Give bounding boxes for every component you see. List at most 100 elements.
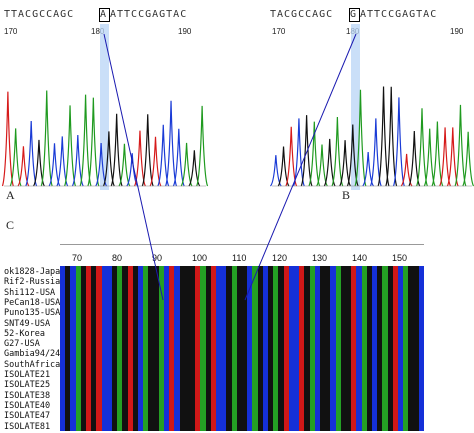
alignment-column	[398, 266, 404, 431]
alignment-row-label: SouthAfrica7	[4, 359, 66, 370]
ruler-tick: 70	[72, 253, 83, 263]
alignment-row-label: Shi112-USA	[4, 287, 56, 298]
panel-a-peak	[87, 97, 100, 187]
alignment-column	[65, 266, 71, 431]
alignment-column	[96, 266, 102, 431]
panel-a-peak	[9, 128, 22, 187]
alignment-column	[351, 266, 357, 431]
panel-a-chromatogram: TTACGCCAGC A ATTCCGAGTAC 170 180 190 A	[0, 0, 210, 202]
alignment-column	[257, 266, 264, 431]
panel-b-seq-right: ATTCCGAGTAC	[360, 9, 438, 20]
alignment-column	[288, 266, 295, 431]
alignment-column	[70, 266, 76, 431]
alignment-ruler: 70 80 90 100 110 120 130 140 150	[60, 244, 424, 267]
alignment-column	[392, 266, 399, 431]
panel-b-seq-left: TACGCCAGC	[270, 9, 334, 20]
alignment-row-label: ISOLATE25	[4, 380, 51, 391]
alignment-row-label: ISOLATE81	[4, 421, 51, 432]
panel-b-peak	[416, 108, 428, 187]
panel-a-label: A	[6, 188, 15, 202]
alignment-column	[148, 266, 154, 431]
alignment-column	[361, 266, 368, 431]
alignment-column	[231, 266, 238, 431]
ruler-tick: 130	[312, 253, 328, 263]
alignment-column	[294, 266, 300, 431]
alignment-column	[320, 266, 326, 431]
panel-b-peak	[377, 86, 390, 187]
alignment-column	[325, 266, 331, 431]
panel-b-peak	[454, 104, 467, 187]
panel-a-tick-170: 170	[4, 27, 18, 36]
panel-a-peak	[40, 90, 53, 187]
alignment-column	[268, 266, 274, 431]
panel-a-tick-180: 180	[91, 27, 105, 36]
alignment-column	[127, 266, 134, 431]
alignment-column	[418, 266, 424, 431]
ruler-tick: 100	[192, 253, 208, 263]
alignment-grid[interactable]	[60, 266, 424, 431]
alignment-column	[252, 266, 258, 431]
panel-b-peak	[308, 121, 321, 187]
panel-b-peak	[331, 117, 344, 187]
panel-a-tick-190: 190	[178, 27, 192, 36]
panel-a-selected-base[interactable]	[99, 8, 110, 22]
alignment-column	[210, 266, 217, 431]
alignment-column	[382, 266, 388, 431]
alignment-column	[356, 266, 362, 431]
alignment-column	[335, 266, 342, 431]
panel-a-peak	[64, 105, 77, 187]
panel-a-peak	[25, 120, 38, 187]
alignment-column	[80, 266, 87, 431]
alignment-row-label: 52-Korea	[4, 328, 45, 339]
alignment-column	[377, 266, 383, 431]
alignment-column	[164, 266, 170, 431]
panel-a-peak	[141, 114, 154, 187]
alignment-row-label: Gambia94/24	[4, 349, 61, 360]
alignment-row-label: PeCan18-USA	[4, 297, 61, 308]
alignment-column	[273, 266, 279, 431]
alignment-column	[247, 266, 253, 431]
panel-c-label: C	[6, 218, 15, 232]
alignment-column	[169, 266, 175, 431]
alignment-column	[205, 266, 212, 431]
panel-b-peak	[354, 89, 367, 187]
alignment-column	[138, 266, 144, 431]
alignment-column	[314, 266, 321, 431]
panel-b-label: B	[342, 188, 351, 202]
ruler-tick: 110	[232, 253, 247, 263]
alignment-column	[309, 266, 316, 431]
alignment-column	[413, 266, 420, 431]
alignment-row-label: ISOLATE47	[4, 411, 51, 422]
alignment-column	[366, 266, 373, 431]
alignment-row-label: SNT49-USA	[4, 318, 51, 329]
alignment-column	[408, 266, 414, 431]
panel-a-peak	[165, 100, 178, 187]
panel-b-peak	[292, 118, 305, 187]
panel-b-peak	[439, 127, 452, 187]
alignment-column	[179, 266, 186, 431]
alignment-column	[153, 266, 160, 431]
panel-a-seq-left: TTACGCCAGC	[4, 9, 75, 20]
alignment-column	[299, 266, 305, 431]
connector-line-a	[103, 33, 164, 301]
panel-a-peak	[79, 94, 92, 187]
panel-b-selected-base-letter: G	[350, 9, 358, 20]
panel-a-peak	[180, 142, 193, 187]
alignment-row-label: G27-USA	[4, 339, 40, 350]
alignment-column	[242, 266, 248, 431]
panel-a-peak	[118, 143, 131, 187]
panel-b-selected-base[interactable]	[349, 8, 360, 22]
connector-line-b	[244, 33, 357, 301]
panel-b-peak	[285, 126, 298, 187]
alignment-column	[330, 266, 336, 431]
alignment-column	[195, 266, 201, 431]
alignment-column	[236, 266, 243, 431]
alignment-column	[117, 266, 123, 431]
alignment-column	[75, 266, 82, 431]
panel-a-highlight-column	[100, 24, 109, 190]
ruler-tick: 140	[352, 253, 368, 263]
alignment-column	[226, 266, 232, 431]
ruler-tick: 150	[392, 253, 408, 263]
alignment-column	[200, 266, 206, 431]
alignment-column	[132, 266, 139, 431]
